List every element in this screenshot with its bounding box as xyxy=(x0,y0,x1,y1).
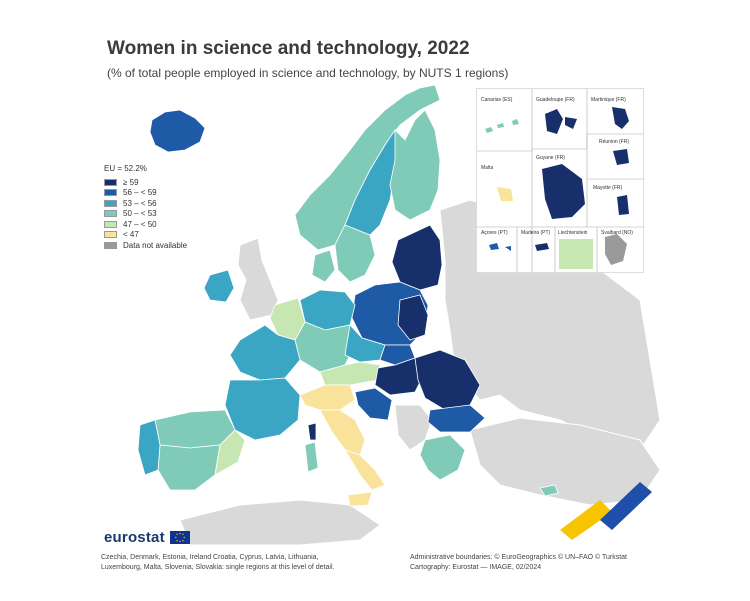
region-italy-center xyxy=(319,409,366,456)
legend-label: 50 – < 53 xyxy=(123,209,157,219)
inset-svalbard-shape xyxy=(605,234,627,265)
legend-swatch xyxy=(104,178,117,186)
legend-item: 47 – < 50 xyxy=(104,219,187,230)
boundaries-note: Administrative boundaries: © EuroGeograp… xyxy=(410,554,628,561)
inset-reunion-shape xyxy=(613,149,629,165)
region-spain-east xyxy=(214,429,246,476)
legend-swatch xyxy=(104,199,117,207)
inset-mayotte-shape xyxy=(617,195,629,215)
inset-martinique-shape xyxy=(612,107,629,129)
legend-item: < 47 xyxy=(104,230,187,241)
legend-swatch xyxy=(104,241,117,249)
legend-label: 56 – < 59 xyxy=(123,188,157,198)
region-croatia xyxy=(354,387,393,421)
cartography-note: Cartography: Eurostat — IMAGE, 02/2024 xyxy=(410,564,542,571)
inset-label-liechtenstein: Liechtenstein xyxy=(558,230,588,236)
legend-swatch xyxy=(104,189,117,197)
legend-label: ≥ 59 xyxy=(123,177,139,187)
region-portugal xyxy=(137,419,161,476)
region-ireland xyxy=(203,269,235,303)
region-bulgaria xyxy=(427,404,486,433)
region-spain-south xyxy=(157,444,221,491)
legend-label: 53 – < 56 xyxy=(123,198,157,208)
region-france-north xyxy=(229,324,301,381)
inset-label-reunion: Réunion (FR) xyxy=(599,139,630,145)
inset-label-guyane: Guyane (FR) xyxy=(536,155,565,161)
legend-label: < 47 xyxy=(123,230,139,240)
inset-guadeloupe-shape xyxy=(545,109,577,134)
region-sweden-south xyxy=(334,224,376,283)
corner-ribbon-blue xyxy=(600,482,652,530)
inset-liechtenstein-shape xyxy=(559,239,593,269)
legend-swatch xyxy=(104,231,117,239)
legend-item: 53 – < 56 xyxy=(104,198,187,209)
legend-item: Data not available xyxy=(104,240,187,251)
region-sardinia xyxy=(304,441,319,473)
region-france-south xyxy=(224,377,301,441)
region-italy-south xyxy=(344,449,386,491)
region-poland-east xyxy=(397,294,429,341)
corner-ribbon-yellow xyxy=(560,500,612,540)
inset-acores-shape xyxy=(489,243,511,251)
legend-item: ≥ 59 xyxy=(104,177,187,188)
region-cyprus xyxy=(539,484,559,497)
footnote-single-regions: Czechia, Denmark, Estonia, Ireland Croat… xyxy=(101,554,335,571)
region-denmark xyxy=(311,249,336,283)
region-sicily xyxy=(347,491,373,507)
inset-label-guadeloupe: Guadeloupe (FR) xyxy=(536,97,575,103)
inset-malta-shape xyxy=(497,187,513,201)
inset-label-acores: Açores (PT) xyxy=(481,230,508,236)
eu-flag-icon xyxy=(169,531,190,544)
region-finland xyxy=(389,109,441,221)
legend-label: Data not available xyxy=(123,240,188,250)
legend-eu-average: EU = 52.2% xyxy=(104,164,147,173)
inset-label-martinique: Martinique (FR) xyxy=(591,97,626,103)
inset-grid xyxy=(477,89,643,272)
logo-text: eurostat xyxy=(104,529,165,546)
inset-guyane-shape xyxy=(542,164,585,219)
region-italy-north xyxy=(299,384,356,411)
region-iceland xyxy=(149,109,206,153)
legend-item: 56 – < 59 xyxy=(104,188,187,199)
legend-item: 50 – < 53 xyxy=(104,209,187,220)
inset-label-canarias: Canarias (ES) xyxy=(481,97,513,103)
inset-madeira-shape xyxy=(535,243,549,251)
legend-swatch xyxy=(104,210,117,218)
page-subtitle: (% of total people employed in science a… xyxy=(107,66,509,80)
source-notes: Administrative boundaries: © EuroGeograp… xyxy=(410,553,650,573)
region-baltics xyxy=(391,224,443,291)
region-greece xyxy=(419,434,466,481)
region-corsica xyxy=(307,422,317,441)
inset-label-svalbard: Svalbard (NO) xyxy=(601,230,633,236)
inset-label-malta: Malta xyxy=(481,165,494,171)
inset-label-mayotte: Mayotte (FR) xyxy=(593,185,623,191)
inset-canarias-shape xyxy=(485,119,519,133)
non-eu-land-uk xyxy=(237,237,279,321)
legend-swatch xyxy=(104,220,117,228)
inset-label-madeira: Madeira (PT) xyxy=(521,230,551,236)
page-title: Women in science and technology, 2022 xyxy=(107,38,470,59)
eurostat-logo: eurostat xyxy=(104,529,190,546)
non-eu-land-africa xyxy=(179,499,381,546)
inset-panel: Canarias (ES) Guadeloupe (FR) Martinique… xyxy=(476,88,644,273)
legend: EU = 52.2% ≥ 59 56 – < 59 53 – < 56 50 –… xyxy=(104,164,187,251)
legend-label: 47 – < 50 xyxy=(123,219,157,229)
